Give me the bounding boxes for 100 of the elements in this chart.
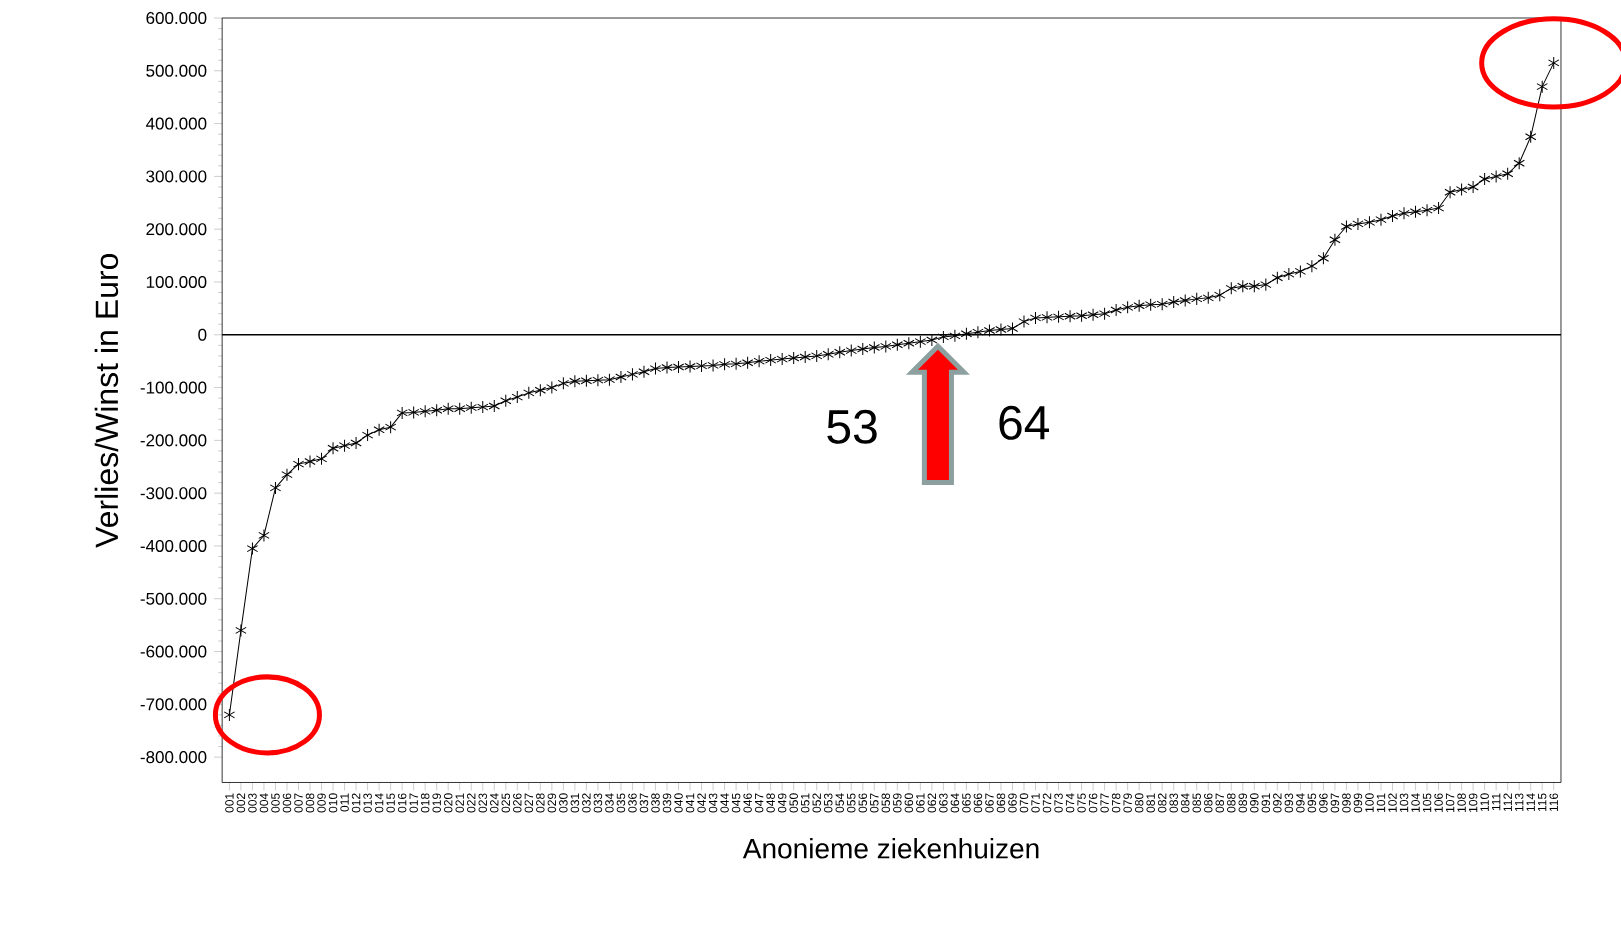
x-tick-label: 048 — [766, 793, 775, 813]
x-tick-label: 042 — [697, 793, 706, 813]
y-tick-label: -600.000 — [140, 645, 207, 658]
x-tick-label: 013 — [363, 793, 372, 813]
x-tick-label: 006 — [282, 793, 292, 813]
x-tick-label: 031 — [570, 793, 580, 813]
x-tick-label: 058 — [881, 793, 891, 813]
y-tick-label: 400.000 — [145, 117, 207, 130]
x-tick-label: 057 — [870, 793, 879, 813]
x-tick-label: 030 — [559, 793, 568, 813]
x-tick-label: 038 — [651, 793, 660, 813]
x-tick-label: 036 — [628, 793, 637, 813]
y-tick-label: -300.000 — [140, 487, 207, 500]
x-tick-label: 100 — [1365, 793, 1374, 813]
x-tick-label: 043 — [708, 793, 718, 813]
x-tick-label: 007 — [294, 793, 303, 813]
x-tick-label: 055 — [847, 793, 856, 813]
x-tick-label: 082 — [1157, 793, 1167, 813]
annotation: 53 — [827, 410, 877, 445]
x-tick-label: 041 — [685, 793, 695, 813]
x-tick-label: 091 — [1261, 793, 1271, 813]
x-tick-label: 040 — [674, 793, 683, 813]
x-tick-label: 083 — [1169, 793, 1178, 813]
x-tick-label: 059 — [893, 793, 902, 813]
x-tick-label: 093 — [1284, 793, 1294, 813]
x-tick-label: 047 — [754, 793, 764, 813]
x-tick-label: 106 — [1434, 793, 1443, 813]
x-tick-label: 022 — [466, 793, 476, 813]
x-tick-label: 065 — [962, 793, 971, 813]
x-tick-label: 005 — [271, 793, 280, 813]
x-tick-label: 060 — [904, 793, 914, 813]
y-tick-label: -700.000 — [140, 698, 207, 711]
x-tick-label: 021 — [455, 793, 464, 813]
x-tick-label: 080 — [1134, 793, 1144, 813]
x-tick-label: 002 — [236, 793, 246, 813]
x-tick-label: 011 — [340, 793, 349, 812]
x-tick-label: 051 — [800, 793, 810, 813]
x-tick-label: 044 — [720, 793, 729, 813]
x-tick-label: 089 — [1238, 793, 1248, 813]
x-tick-label: 107 — [1445, 793, 1455, 813]
x-tick-label: 018 — [420, 793, 430, 813]
x-tick-label: 116 — [1549, 793, 1558, 812]
x-tick-label: 084 — [1180, 793, 1190, 813]
x-tick-label: 028 — [536, 793, 545, 813]
x-tick-label: 009 — [317, 793, 326, 813]
x-tick-label: 110 — [1480, 793, 1489, 812]
x-tick-label: 081 — [1146, 793, 1155, 813]
x-tick-label: 072 — [1042, 793, 1052, 813]
y-tick-label: 200.000 — [146, 223, 207, 236]
x-tick-label: 039 — [662, 793, 672, 813]
x-tick-label: 034 — [605, 793, 614, 813]
x-tick-label: 111 — [1492, 793, 1501, 811]
x-tick-label: 092 — [1273, 793, 1282, 813]
y-tick-label: -500.000 — [140, 592, 207, 605]
x-tick-label: 104 — [1411, 793, 1420, 813]
x-tick-label: 019 — [432, 793, 441, 813]
x-tick-label: 088 — [1227, 793, 1236, 813]
x-tick-label: 029 — [547, 793, 557, 813]
x-tick-label: 096 — [1319, 793, 1328, 813]
x-tick-label: 070 — [1019, 793, 1029, 813]
x-tick-label: 094 — [1296, 793, 1305, 813]
x-tick-label: 062 — [927, 793, 937, 813]
y-tick-label: 0 — [198, 328, 207, 342]
y-tick-label: 100.000 — [146, 276, 207, 289]
y-tick-label: 500.000 — [146, 65, 207, 78]
x-tick-label: 099 — [1353, 793, 1363, 813]
x-tick-label: 025 — [501, 793, 511, 813]
x-tick-label: 095 — [1307, 793, 1317, 813]
x-tick-label: 052 — [812, 793, 821, 813]
x-tick-label: 064 — [950, 793, 960, 813]
x-tick-label: 077 — [1100, 793, 1109, 813]
x-tick-label: 056 — [858, 793, 868, 813]
y-tick-label: -400.000 — [140, 540, 207, 553]
x-tick-label: 108 — [1457, 793, 1466, 813]
x-tick-label: 012 — [351, 793, 361, 813]
x-tick-label: 076 — [1088, 793, 1098, 813]
y-tick-label: 600.000 — [146, 12, 207, 25]
x-tick-label: 097 — [1330, 793, 1340, 813]
y-tick-label: -200.000 — [140, 434, 207, 447]
x-tick-label: 101 — [1376, 793, 1386, 813]
x-tick-label: 024 — [490, 793, 499, 813]
x-tick-label: 071 — [1031, 793, 1040, 813]
x-tick-label: 074 — [1065, 793, 1075, 813]
x-tick-label: 010 — [328, 793, 338, 813]
x-tick-label: 078 — [1111, 793, 1121, 813]
x-tick-label: 004 — [259, 793, 269, 813]
y-tick-label: 300.000 — [146, 170, 207, 183]
x-tick-label: 102 — [1388, 793, 1397, 813]
x-tick-label: 073 — [1054, 793, 1063, 813]
x-tick-label: 001 — [225, 793, 234, 813]
y-tick-label: -800.000 — [140, 751, 207, 764]
x-tick-label: 023 — [478, 793, 488, 813]
x-tick-label: 027 — [524, 793, 534, 813]
x-tick-label: 069 — [1008, 793, 1017, 813]
x-axis-title: Anonieme ziekenhuizen — [742, 838, 1039, 859]
x-tick-label: 079 — [1123, 793, 1132, 813]
x-tick-label: 105 — [1422, 793, 1432, 813]
x-tick-label: 053 — [823, 793, 833, 813]
x-tick-label: 020 — [443, 793, 453, 813]
x-tick-label: 032 — [582, 793, 591, 813]
